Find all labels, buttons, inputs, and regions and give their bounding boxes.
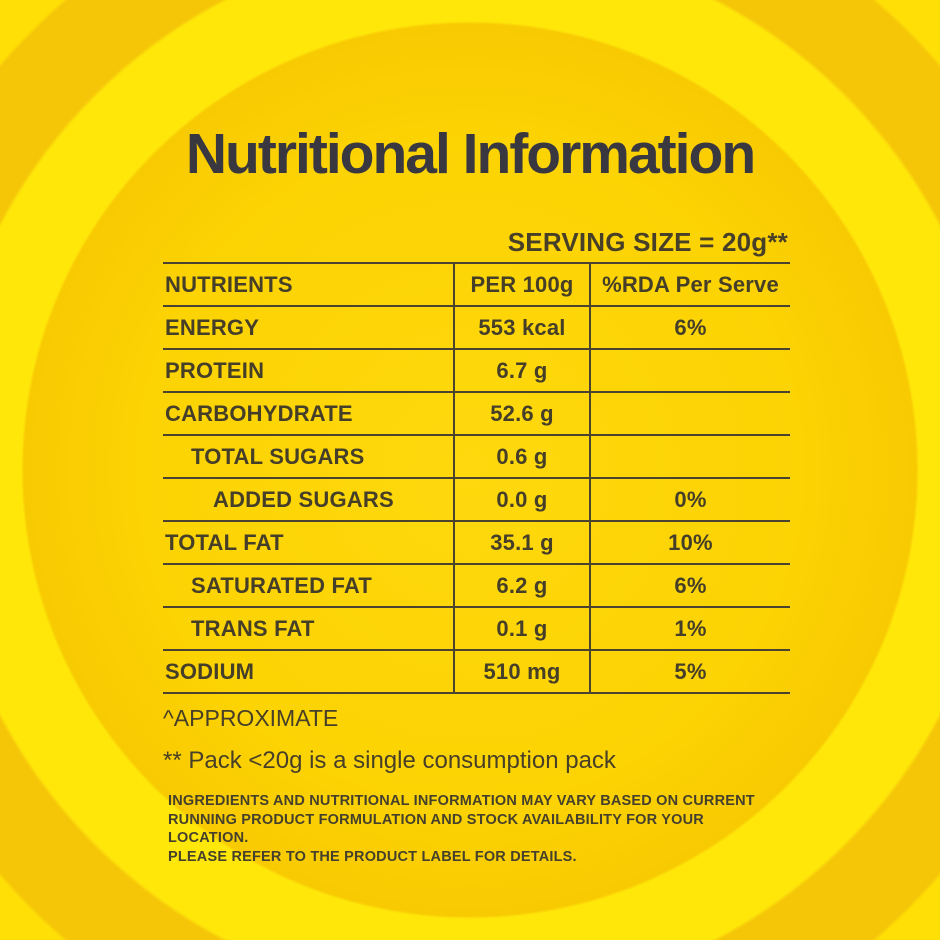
pack-size-footnote: ** Pack <20g is a single consumption pac… bbox=[163, 747, 616, 774]
approximate-footnote: ^APPROXIMATE bbox=[163, 705, 339, 731]
rda-per-serve-value: 6% bbox=[589, 307, 790, 350]
rda-per-serve-value: 0% bbox=[589, 479, 790, 522]
disclaimer-line: INGREDIENTS AND NUTRITIONAL INFORMATION … bbox=[168, 793, 755, 809]
disclaimer-text: INGREDIENTS AND NUTRITIONAL INFORMATION … bbox=[168, 792, 768, 866]
rda-per-serve-value: 10% bbox=[589, 522, 790, 565]
page-title: Nutritional Information bbox=[185, 122, 756, 186]
nutrient-label: CARBOHYDRATE bbox=[163, 393, 453, 436]
per-100g-value: 6.7 g bbox=[453, 350, 589, 393]
per-100g-value: 510 mg bbox=[453, 651, 589, 694]
rda-per-serve-value bbox=[589, 436, 790, 479]
per-100g-value: 553 kcal bbox=[453, 307, 589, 350]
serving-size-label: SERVING SIZE = 20g** bbox=[507, 227, 788, 257]
rda-per-serve-value: 5% bbox=[589, 651, 790, 694]
disclaimer-line: RUNNING PRODUCT FORMULATION AND STOCK AV… bbox=[168, 811, 704, 847]
nutrient-label: ENERGY bbox=[163, 307, 453, 350]
nutrient-label: SODIUM bbox=[163, 651, 453, 694]
nutrient-label: SATURATED FAT bbox=[163, 565, 453, 608]
disclaimer-line: PLEASE REFER TO THE PRODUCT LABEL FOR DE… bbox=[168, 848, 577, 865]
column-header-nutrients: NUTRIENTS bbox=[163, 264, 453, 307]
nutrient-label: PROTEIN bbox=[163, 350, 453, 393]
column-header-per-100g: PER 100g bbox=[453, 264, 589, 307]
per-100g-value: 0.6 g bbox=[453, 436, 589, 479]
rda-per-serve-value bbox=[589, 393, 790, 436]
per-100g-value: 6.2 g bbox=[453, 565, 589, 608]
rda-per-serve-value: 6% bbox=[589, 565, 790, 608]
rda-per-serve-value: 1% bbox=[589, 608, 790, 651]
nutrition-table: NUTRIENTS PER 100g %RDA Per Serve ENERGY 553… bbox=[163, 262, 790, 694]
nutrient-label: TOTAL FAT bbox=[163, 522, 453, 565]
nutrient-label: TRANS FAT bbox=[163, 608, 453, 651]
per-100g-value: 35.1 g bbox=[453, 522, 589, 565]
nutrient-label: ADDED SUGARS bbox=[163, 479, 453, 522]
column-header-rda-per-serve: %RDA Per Serve bbox=[589, 264, 790, 307]
rda-per-serve-value bbox=[589, 350, 790, 393]
nutrient-label: TOTAL SUGARS bbox=[163, 436, 453, 479]
per-100g-value: 0.0 g bbox=[453, 479, 589, 522]
per-100g-value: 52.6 g bbox=[453, 393, 589, 436]
per-100g-value: 0.1 g bbox=[453, 608, 589, 651]
